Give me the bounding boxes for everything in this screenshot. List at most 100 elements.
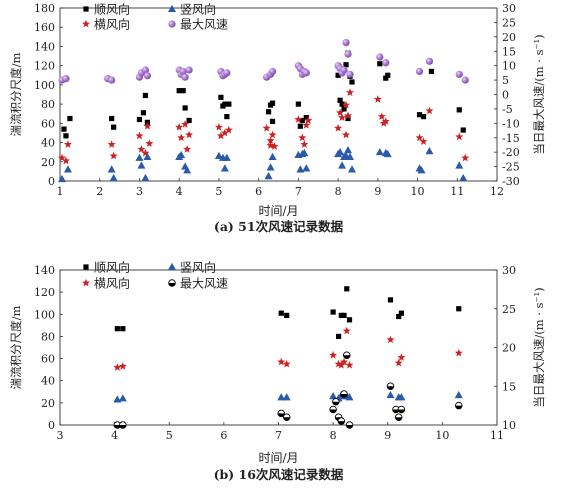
x-tick-label: 3 [57, 429, 64, 442]
data-point [425, 106, 434, 115]
data-point [397, 393, 406, 401]
data-point [282, 413, 291, 422]
y-right-tick-label: 30 [502, 2, 516, 15]
chart-a: 1 2 3 4 5 6 7 8 9 10 11 12020406080100120140160180-… [9, 2, 546, 235]
legend-marker [83, 6, 89, 12]
x-tick-label: 4 [176, 185, 183, 198]
data-point [387, 297, 394, 303]
data-point [119, 421, 127, 429]
y-left-tick-label: 40 [41, 137, 55, 150]
y-right-tick-label: -15 [502, 132, 520, 145]
data-point [109, 115, 115, 122]
data-point [143, 122, 152, 130]
data-point [277, 409, 285, 418]
data-point [107, 140, 116, 148]
y-left-tick-label: 100 [34, 79, 55, 92]
data-point [383, 75, 389, 81]
data-point [224, 114, 230, 120]
legend-label: 竖风向 [180, 2, 216, 17]
y-right-tick-label: 15 [502, 380, 516, 393]
data-point [297, 123, 303, 129]
series-halfcircle [113, 351, 463, 429]
data-point [302, 69, 310, 77]
data-point [345, 421, 354, 429]
data-point [336, 147, 345, 156]
series-triangle [57, 146, 468, 183]
data-point [179, 67, 187, 76]
data-point [342, 130, 351, 139]
data-point [270, 142, 279, 150]
data-point [346, 88, 354, 96]
data-point [186, 117, 192, 124]
data-point [268, 130, 277, 139]
legend-label: 顺风向 [94, 260, 130, 275]
data-point [334, 123, 343, 132]
data-point [337, 97, 343, 103]
data-point [419, 137, 428, 145]
data-point [113, 421, 122, 429]
data-point [347, 165, 356, 173]
data-point [175, 122, 184, 131]
y-left-tick-label: 120 [34, 286, 55, 299]
y-right-tick-label: 20 [502, 342, 516, 355]
x-axis-label: 时间/月 [258, 451, 298, 465]
data-point [135, 153, 144, 161]
data-point [346, 152, 355, 160]
y-left-tick-label: 20 [41, 156, 55, 169]
legend-label: 最大风速 [180, 18, 228, 32]
data-point [214, 151, 223, 160]
y-left-tick-label: 160 [34, 21, 55, 34]
data-point [455, 132, 464, 141]
y-right-axis-label: 当日最大风速/(m · s⁻¹) [532, 287, 546, 407]
data-point [268, 152, 277, 160]
y-right-tick-label: 30 [502, 264, 516, 277]
legend-label: 横风向 [94, 17, 130, 32]
data-point [224, 125, 233, 134]
x-tick-label: 10 [435, 429, 449, 442]
data-point [181, 73, 189, 81]
data-point [141, 148, 150, 157]
data-point [344, 146, 353, 154]
y-right-axis-label: 当日最大风速/(m · s⁻¹) [532, 34, 546, 154]
data-point [226, 101, 232, 107]
data-point [340, 357, 349, 366]
data-point [345, 115, 351, 122]
legend-marker [82, 19, 90, 28]
x-tick-label: 5 [215, 185, 222, 198]
data-point [341, 312, 347, 318]
data-point [381, 117, 390, 125]
data-point [415, 133, 424, 142]
data-point [113, 363, 122, 371]
data-point [386, 382, 395, 391]
data-point [141, 66, 150, 74]
data-point [61, 156, 70, 165]
data-point [377, 112, 386, 120]
data-point [57, 153, 66, 162]
y-left-tick-label: 140 [34, 40, 55, 53]
data-point [180, 88, 186, 94]
data-point [220, 164, 229, 172]
y-left-tick-label: 180 [34, 2, 55, 15]
data-point [386, 390, 395, 399]
data-point [63, 133, 69, 139]
x-tick-label: 7 [275, 429, 282, 442]
chart-caption: (b) 16次风速记录数据 [214, 467, 344, 482]
data-point [282, 393, 291, 401]
data-point [269, 118, 276, 125]
data-point [262, 123, 271, 132]
data-point [396, 313, 402, 320]
data-point [295, 101, 301, 107]
x-tick-label: 11 [490, 429, 504, 442]
data-point [67, 115, 73, 122]
data-point [266, 163, 275, 171]
data-point [303, 114, 309, 121]
data-point [269, 100, 276, 106]
y-left-tick-label: 0 [48, 175, 55, 188]
data-point [398, 310, 405, 316]
data-point [385, 72, 391, 78]
data-point [298, 133, 307, 142]
data-point [266, 141, 275, 149]
x-axis-label: 时间/月 [258, 204, 298, 218]
